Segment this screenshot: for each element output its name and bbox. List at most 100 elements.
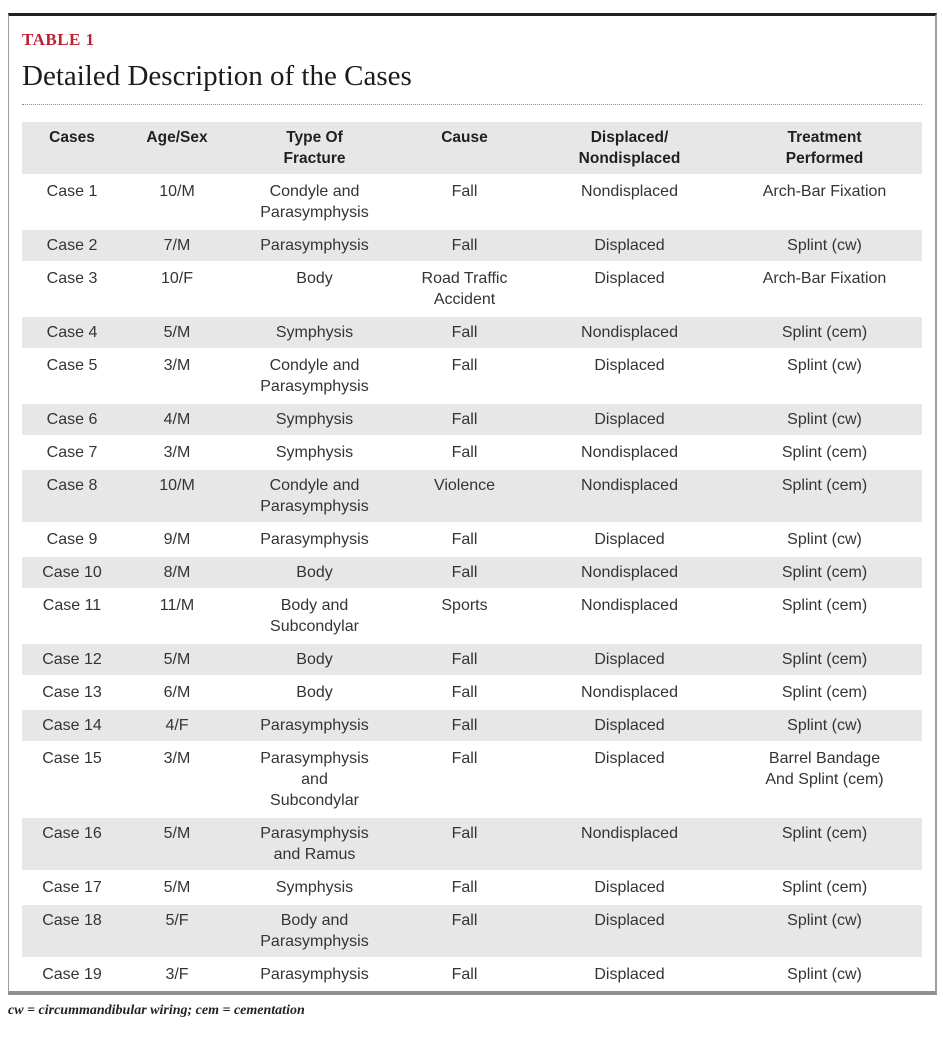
table-cell: Displaced xyxy=(532,404,727,435)
table-cell: 5/M xyxy=(122,872,232,903)
table-cell: Fall xyxy=(397,905,532,957)
column-header: Treatment Performed xyxy=(727,122,922,174)
column-header: Displaced/ Nondisplaced xyxy=(532,122,727,174)
table-cell: Parasymphysis xyxy=(232,959,397,990)
table-cell: Fall xyxy=(397,350,532,402)
table-body: Case 1 10/M Condyle and Parasymphysis Fall N… xyxy=(22,176,922,990)
table-row: Case 2 7/M Parasymphysis Fall Displaced Splin… xyxy=(22,230,922,261)
table-row: Case 7 3/M Symphysis Fall Nondisplaced Splint… xyxy=(22,437,922,468)
table-cell: Nondisplaced xyxy=(532,437,727,468)
table-card: TABLE 1 Detailed Description of the Case… xyxy=(8,13,937,995)
table-cell: Splint (cem) xyxy=(727,317,922,348)
table-row: Case 14 4/F Parasymphysis Fall Displaced Spli… xyxy=(22,710,922,741)
table-cell: Displaced xyxy=(532,230,727,261)
table-cell: Displaced xyxy=(532,872,727,903)
table-cell: Body xyxy=(232,644,397,675)
table-row: Case 10 8/M Body Fall Nondisplaced Splint (ce… xyxy=(22,557,922,588)
table-cell: Violence xyxy=(397,470,532,522)
table-cell: Splint (cem) xyxy=(727,677,922,708)
table-cell: 3/M xyxy=(122,743,232,816)
table-cell: Nondisplaced xyxy=(532,470,727,522)
table-cell: Displaced xyxy=(532,743,727,816)
table-cell: 4/M xyxy=(122,404,232,435)
table-cell: Condyle and Parasymphysis xyxy=(232,470,397,522)
table-cell: Fall xyxy=(397,437,532,468)
table-cell: Body and Subcondylar xyxy=(232,590,397,642)
table-cell: Displaced xyxy=(532,905,727,957)
table-row: Case 17 5/M Symphysis Fall Displaced Splint (… xyxy=(22,872,922,903)
table-row: Case 12 5/M Body Fall Displaced Splint (cem) xyxy=(22,644,922,675)
table-cell: Fall xyxy=(397,524,532,555)
table-row: Case 3 10/F Body Road Traffic Accident Displ… xyxy=(22,263,922,315)
table-cell: Splint (cem) xyxy=(727,644,922,675)
table-cell: 6/M xyxy=(122,677,232,708)
table-cell: Splint (cem) xyxy=(727,557,922,588)
column-header: Type Of Fracture xyxy=(232,122,397,174)
table-cell: Nondisplaced xyxy=(532,677,727,708)
table-cell: Splint (cem) xyxy=(727,470,922,522)
table-cell: Parasymphysis xyxy=(232,524,397,555)
table-row: Case 19 3/F Parasymphysis Fall Displaced Spli… xyxy=(22,959,922,990)
table-cell: Case 1 xyxy=(22,176,122,228)
table-cell: Nondisplaced xyxy=(532,557,727,588)
table-cell: Case 12 xyxy=(22,644,122,675)
table-cell: Fall xyxy=(397,230,532,261)
table-cell: Parasymphysis xyxy=(232,710,397,741)
table-cell: Case 7 xyxy=(22,437,122,468)
table-cell: 3/F xyxy=(122,959,232,990)
table-cell: Nondisplaced xyxy=(532,590,727,642)
table-cell: Splint (cem) xyxy=(727,872,922,903)
table-cell: Splint (cem) xyxy=(727,818,922,870)
table-row: Case 16 5/M Parasymphysis and Ramus Fall Non… xyxy=(22,818,922,870)
table-cell: Condyle and Parasymphysis xyxy=(232,350,397,402)
table-cell: Parasymphysis and Ramus xyxy=(232,818,397,870)
table-cell: Splint (cw) xyxy=(727,404,922,435)
table-cell: Parasymphysis and Subcondylar xyxy=(232,743,397,816)
table-cell: 10/M xyxy=(122,176,232,228)
table-cell: Road Traffic Accident xyxy=(397,263,532,315)
table-cell: Nondisplaced xyxy=(532,176,727,228)
table-row: Case 11 11/M Body and Subcondylar Sports Non… xyxy=(22,590,922,642)
table-cell: Symphysis xyxy=(232,437,397,468)
table-title: Detailed Description of the Cases xyxy=(22,60,412,92)
table-cell: Splint (cw) xyxy=(727,350,922,402)
table-cell: Splint (cw) xyxy=(727,959,922,990)
column-header: Cause xyxy=(397,122,532,174)
dotted-divider xyxy=(22,104,922,105)
table-cell: Fall xyxy=(397,677,532,708)
table-row: Case 8 10/M Condyle and Parasymphysis Viole… xyxy=(22,470,922,522)
table-cell: Sports xyxy=(397,590,532,642)
table-cell: Fall xyxy=(397,404,532,435)
table-cell: Fall xyxy=(397,710,532,741)
table-cell: 8/M xyxy=(122,557,232,588)
table-cell: Displaced xyxy=(532,710,727,741)
table-cell: 5/F xyxy=(122,905,232,957)
table-cell: 4/F xyxy=(122,710,232,741)
table-cell: Fall xyxy=(397,557,532,588)
table-cell: Case 2 xyxy=(22,230,122,261)
table-row: Case 9 9/M Parasymphysis Fall Displaced Splin… xyxy=(22,524,922,555)
table-cell: Nondisplaced xyxy=(532,317,727,348)
table-footnote: cw = circummandibular wiring; cem = ceme… xyxy=(8,1003,305,1018)
table-cell: Nondisplaced xyxy=(532,818,727,870)
table-cell: Splint (cw) xyxy=(727,710,922,741)
table-cell: Fall xyxy=(397,644,532,675)
table-cell: 5/M xyxy=(122,644,232,675)
table-cell: Case 5 xyxy=(22,350,122,402)
table-cell: 10/F xyxy=(122,263,232,315)
header-row: Cases Age/Sex Type Of Fracture Cause Displac… xyxy=(22,122,922,174)
table-cell: Symphysis xyxy=(232,872,397,903)
table-cell: Case 9 xyxy=(22,524,122,555)
table-cell: Body xyxy=(232,677,397,708)
table-cell: Case 18 xyxy=(22,905,122,957)
table-cell: Splint (cw) xyxy=(727,524,922,555)
table-cell: Case 16 xyxy=(22,818,122,870)
table-cell: Case 14 xyxy=(22,710,122,741)
table-cell: Symphysis xyxy=(232,404,397,435)
table-cell: Case 3 xyxy=(22,263,122,315)
table-cell: Body xyxy=(232,557,397,588)
table-cell: 11/M xyxy=(122,590,232,642)
cases-table: Cases Age/Sex Type Of Fracture Cause Displac… xyxy=(22,120,922,991)
table-cell: Arch-Bar Fixation xyxy=(727,263,922,315)
table-cell: Case 17 xyxy=(22,872,122,903)
